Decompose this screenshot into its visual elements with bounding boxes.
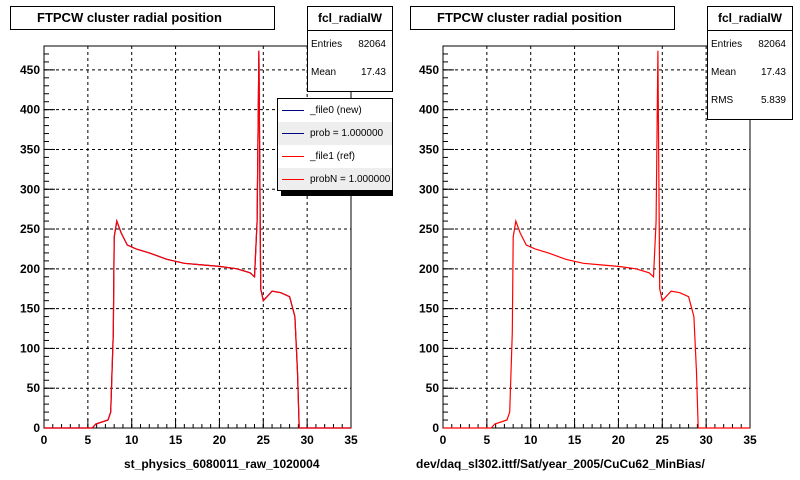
stats-row-mean: Mean 17.43 bbox=[308, 59, 392, 87]
legend-label: prob = 1.000000 bbox=[310, 128, 384, 139]
stats-label: Mean bbox=[711, 67, 737, 78]
y-tick-label: 100 bbox=[419, 341, 439, 355]
stats-label: Entries bbox=[311, 39, 343, 50]
y-tick-label: 450 bbox=[419, 63, 439, 77]
legend-entry-probN: probN = 1.000000 bbox=[278, 168, 392, 190]
plot-title-right: FTPCW cluster radial position bbox=[410, 6, 675, 30]
y-tick-label: 150 bbox=[419, 302, 439, 316]
legend-label: probN = 1.000000 bbox=[310, 174, 391, 185]
plot-frame bbox=[442, 45, 751, 429]
x-tick-label: 35 bbox=[743, 433, 757, 447]
stats-value: 17.43 bbox=[360, 67, 386, 78]
series-line bbox=[443, 50, 750, 429]
stats-histogram-name: fcl_radialW bbox=[708, 7, 792, 31]
x-tick-label: 10 bbox=[125, 433, 139, 447]
series-line bbox=[44, 50, 351, 429]
x-tick-label: 30 bbox=[300, 433, 314, 447]
x-tick-label: 10 bbox=[524, 433, 538, 447]
y-tick-label: 350 bbox=[20, 142, 40, 156]
y-tick-label: 50 bbox=[27, 381, 41, 395]
stats-value: 17.43 bbox=[760, 67, 786, 78]
y-tick-label: 300 bbox=[20, 182, 40, 196]
y-tick-label: 200 bbox=[419, 262, 439, 276]
y-tick-label: 150 bbox=[20, 302, 40, 316]
y-tick-label: 0 bbox=[33, 421, 40, 435]
stats-histogram-name: fcl_radialW bbox=[308, 7, 392, 31]
legend-entry-file0: _file0 (new) bbox=[278, 99, 392, 122]
y-tick-label: 400 bbox=[419, 103, 439, 117]
legend-line-swatch bbox=[282, 179, 304, 180]
x-tick-label: 35 bbox=[344, 433, 358, 447]
x-tick-label: 25 bbox=[656, 433, 670, 447]
x-tick-label: 15 bbox=[169, 433, 183, 447]
x-tick-label: 5 bbox=[85, 433, 92, 447]
y-tick-label: 200 bbox=[20, 262, 40, 276]
x-tick-label: 15 bbox=[568, 433, 582, 447]
legend-entry-file1: _file1 (ref) bbox=[278, 145, 392, 168]
stats-box-left: fcl_radialW Entries 82064 Mean 17.43 bbox=[307, 6, 393, 92]
y-tick-label: 100 bbox=[20, 341, 40, 355]
stats-value: 82064 bbox=[358, 39, 386, 50]
x-tick-label: 20 bbox=[612, 433, 626, 447]
y-tick-label: 250 bbox=[419, 222, 439, 236]
legend-line-swatch bbox=[282, 156, 304, 157]
x-tick-label: 25 bbox=[257, 433, 271, 447]
stats-box-right: fcl_radialW Entries 82064 Mean 17.43 RMS… bbox=[707, 6, 793, 120]
x-tick-label: 20 bbox=[213, 433, 227, 447]
y-tick-label: 300 bbox=[419, 182, 439, 196]
y-tick-label: 400 bbox=[20, 103, 40, 117]
x-axis-label-left: st_physics_6080011_raw_1020004 bbox=[124, 457, 320, 471]
legend-label: _file0 (new) bbox=[310, 105, 362, 116]
stats-value: 82064 bbox=[758, 39, 786, 50]
legend-label: _file1 (ref) bbox=[310, 151, 356, 162]
x-tick-label: 5 bbox=[484, 433, 491, 447]
stats-row-entries: Entries 82064 bbox=[308, 31, 392, 59]
x-tick-label: 30 bbox=[699, 433, 713, 447]
x-tick-label: 0 bbox=[440, 433, 447, 447]
legend-line-swatch bbox=[282, 133, 304, 134]
y-tick-label: 50 bbox=[426, 381, 440, 395]
y-tick-label: 450 bbox=[20, 63, 40, 77]
legend-line-swatch bbox=[282, 110, 304, 111]
stats-label: RMS bbox=[711, 95, 734, 106]
y-tick-label: 0 bbox=[432, 421, 439, 435]
legend-entry-prob: prob = 1.000000 bbox=[278, 122, 392, 145]
stats-value: 5.839 bbox=[760, 95, 786, 106]
stats-label: Mean bbox=[311, 67, 337, 78]
y-tick-label: 250 bbox=[20, 222, 40, 236]
stats-label: Entries bbox=[711, 39, 743, 50]
y-tick-label: 350 bbox=[419, 142, 439, 156]
x-tick-label: 0 bbox=[41, 433, 48, 447]
stats-row-mean: Mean 17.43 bbox=[708, 59, 792, 87]
plot-title-left: FTPCW cluster radial position bbox=[10, 6, 275, 30]
stats-row-rms: RMS 5.839 bbox=[708, 87, 792, 115]
stats-row-entries: Entries 82064 bbox=[708, 31, 792, 59]
x-axis-label-right: dev/daq_sl302.ittf/Sat/year_2005/CuCu62_… bbox=[416, 457, 705, 471]
legend-box: _file0 (new) prob = 1.000000 _file1 (ref… bbox=[277, 98, 393, 191]
